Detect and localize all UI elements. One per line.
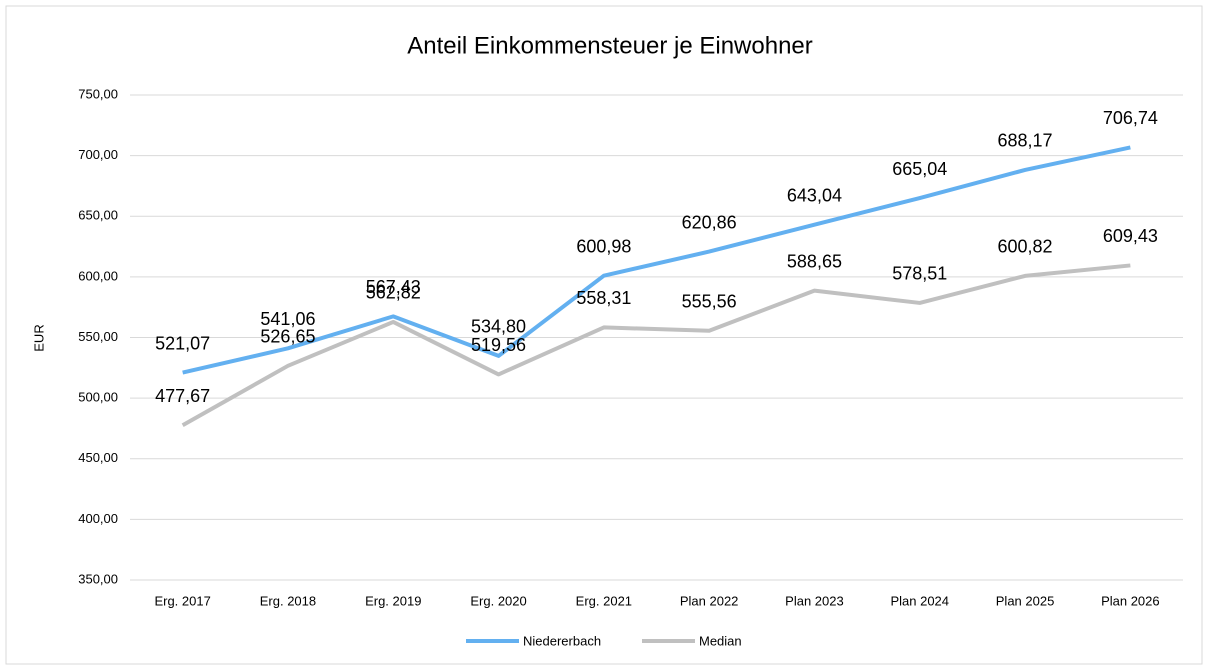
x-tick-label: Plan 2023 xyxy=(785,593,844,608)
y-axis-label: EUR xyxy=(31,324,46,351)
x-tick-label: Plan 2024 xyxy=(890,593,949,608)
x-tick-label: Plan 2025 xyxy=(996,593,1055,608)
x-tick-label: Plan 2026 xyxy=(1101,593,1160,608)
legend-label: Median xyxy=(699,633,742,648)
data-label: 706,74 xyxy=(1103,108,1158,128)
x-tick-label: Erg. 2020 xyxy=(470,593,526,608)
data-label: 534,80 xyxy=(471,317,526,337)
y-tick-label: 650,00 xyxy=(78,208,118,223)
y-tick-label: 600,00 xyxy=(78,268,118,283)
data-label: 665,04 xyxy=(892,159,947,179)
data-label: 600,82 xyxy=(998,237,1053,257)
data-label: 620,86 xyxy=(682,212,737,232)
data-label: 562,82 xyxy=(366,283,421,303)
y-tick-label: 450,00 xyxy=(78,450,118,465)
data-label: 643,04 xyxy=(787,185,842,205)
data-label: 477,67 xyxy=(155,386,210,406)
data-label: 588,65 xyxy=(787,251,842,271)
y-tick-label: 400,00 xyxy=(78,511,118,526)
x-tick-label: Erg. 2018 xyxy=(260,593,316,608)
data-label: 558,31 xyxy=(576,288,631,308)
legend-label: Niedererbach xyxy=(523,633,601,648)
x-tick-label: Erg. 2021 xyxy=(576,593,632,608)
chart-title: Anteil Einkommensteuer je Einwohner xyxy=(407,32,813,59)
data-label: 521,07 xyxy=(155,333,210,353)
y-tick-label: 700,00 xyxy=(78,147,118,162)
data-label: 519,56 xyxy=(471,335,526,355)
data-label: 578,51 xyxy=(892,264,947,284)
y-tick-label: 550,00 xyxy=(78,329,118,344)
data-label: 567,43 xyxy=(366,277,421,297)
data-label: 541,06 xyxy=(260,309,315,329)
y-tick-label: 750,00 xyxy=(78,86,118,101)
x-tick-label: Erg. 2019 xyxy=(365,593,421,608)
data-label: 688,17 xyxy=(998,131,1053,151)
data-label: 600,98 xyxy=(576,236,631,256)
line-series xyxy=(182,145,1131,375)
y-tick-label: 350,00 xyxy=(78,571,118,586)
x-tick-label: Erg. 2017 xyxy=(154,593,210,608)
data-label: 555,56 xyxy=(682,292,737,312)
y-tick-label: 500,00 xyxy=(78,390,118,405)
x-tick-label: Plan 2022 xyxy=(680,593,739,608)
data-label: 526,65 xyxy=(260,327,315,347)
chart-frame xyxy=(5,5,1203,665)
data-label: 609,43 xyxy=(1103,226,1158,246)
line-series xyxy=(181,263,1131,427)
